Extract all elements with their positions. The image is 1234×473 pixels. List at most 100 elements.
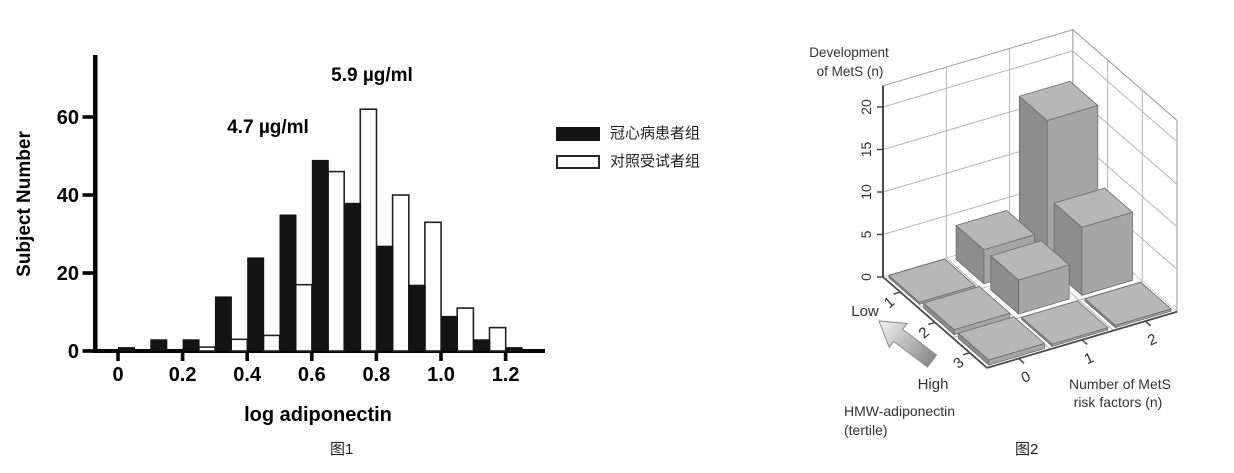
x-tick-label: 0.6 — [298, 364, 326, 386]
x-tick-label: 1.2 — [492, 364, 520, 386]
tertile-axis-title-line2: (tertile) — [844, 422, 888, 438]
hist-bar-black — [118, 347, 135, 351]
y-tick-label: 0 — [68, 341, 79, 363]
legend-swatch-black — [556, 126, 600, 141]
hist-bar-white — [198, 346, 216, 352]
hist-bar-black — [279, 214, 297, 351]
x-tick-label: 0.2 — [169, 364, 197, 386]
hist-bar-black — [505, 347, 523, 351]
bar-face-top — [989, 240, 1071, 281]
grid-line — [1072, 50, 1178, 143]
risk-tick-mark — [1081, 339, 1088, 346]
bar3d-tertile3-risk2 — [1084, 281, 1172, 329]
bar3d-tertile2-risk1 — [989, 240, 1071, 315]
legend-label-chd-group: 冠心病患者组 — [610, 125, 701, 142]
legend-swatch-white — [556, 154, 600, 169]
bar-face-top — [922, 286, 1011, 331]
low-high-arrow-icon — [878, 320, 938, 368]
hist-bar-white — [294, 283, 313, 352]
risk-axis-title-line1: Number of MetS — [1069, 376, 1171, 392]
hist-bar-white — [327, 170, 346, 352]
annotation-median-1: 4.7 µg/ml — [227, 117, 309, 138]
x-tick-mark — [245, 353, 249, 361]
hist-bar-white — [391, 194, 410, 352]
hist-bar-black — [214, 296, 232, 351]
chart2-panel: 0 5 10 15 20 1 2 3 0 1 2 Development of MetS (n) Low H… — [780, 0, 1234, 473]
bar-face-top — [1020, 300, 1109, 345]
z-tick-label: 0 — [858, 273, 874, 281]
hist-bar-white — [262, 334, 281, 352]
legend-label-control-group: 对照受试者组 — [610, 153, 701, 170]
risk-tick-mark — [1144, 320, 1152, 327]
tertile-tick-mark — [962, 352, 970, 356]
z-tick-label: 20 — [858, 99, 874, 115]
y-tick-label: 20 — [57, 263, 79, 285]
bar3d-tertile3-risk0 — [957, 316, 1046, 366]
x-tick-mark — [116, 353, 120, 361]
hist-bar-black — [376, 245, 394, 351]
hist-bar-white — [359, 108, 378, 352]
hist-bar-black — [408, 284, 426, 351]
histogram-chart: 0 20 40 60 0 0.2 0.4 0.6 0.8 1.0 1.2 4.7 µg/ml 5.9 µ… — [14, 55, 545, 426]
axes-edges — [877, 85, 1178, 369]
x-tick-label: 0.8 — [362, 364, 390, 386]
tertile-high-label: High — [918, 376, 949, 393]
y-tick-label: 60 — [57, 107, 79, 129]
tertile-tick-label: 3 — [950, 354, 967, 372]
tertile-tick-label: 1 — [881, 294, 898, 312]
annotation-median-2: 5.9 µg/ml — [331, 65, 413, 86]
hist-bar-white — [424, 221, 442, 352]
tertile-tick-label: 2 — [915, 324, 932, 342]
hist-bar-black — [150, 339, 168, 351]
y-axis-line — [93, 55, 98, 353]
histogram-bars-control — [198, 108, 507, 352]
x-axis-title: log adiponectin — [244, 404, 392, 426]
x-tick-mark — [503, 353, 508, 361]
hist-bar-black — [344, 202, 362, 351]
tertile-low-label: Low — [851, 303, 879, 320]
risk-tick-label: 0 — [1018, 368, 1033, 387]
z-tick-label: 5 — [858, 230, 874, 238]
x-tick-label: 1.0 — [427, 364, 455, 386]
risk-tick-label: 1 — [1082, 349, 1097, 368]
x-tick-mark — [310, 353, 314, 361]
chart2-caption: 图2 — [1015, 441, 1039, 458]
chart1-caption: 图1 — [330, 441, 354, 458]
histogram-bars-chd — [118, 159, 523, 351]
hist-bar-black — [247, 257, 265, 351]
bar-face-top — [1053, 187, 1134, 228]
bar-face-top — [888, 258, 976, 303]
tertile-tick-mark — [893, 291, 901, 295]
grid-line — [882, 50, 1074, 108]
y-tick-mark — [82, 115, 93, 119]
x-tick-mark — [374, 353, 379, 361]
legend-item-control-group: 对照受试者组 — [556, 154, 700, 169]
y-tick-mark — [82, 271, 93, 275]
y-tick-label: 40 — [57, 185, 79, 207]
hist-bar-white — [488, 326, 507, 352]
z-tick-label: 15 — [858, 142, 874, 158]
risk-axis-title-line2: risk factors (n) — [1074, 394, 1163, 410]
z-axis-title-line1: Development — [809, 45, 889, 60]
hist-bar-white — [456, 307, 475, 352]
z-axis-title-line2: of MetS (n) — [817, 64, 884, 79]
y-axis-title: Subject Number — [14, 131, 35, 277]
bar3d-tertile2-risk0 — [922, 286, 1011, 336]
tertile-axis-title-line1: HMW-adiponectin — [844, 403, 955, 419]
x-tick-label: 0 — [112, 364, 123, 386]
hist-bar-white — [230, 338, 249, 352]
hist-bar-black — [182, 339, 200, 351]
bar3d-tertile3-risk1 — [1020, 300, 1109, 348]
hist-bar-black — [473, 339, 491, 351]
bar-face-top — [1018, 80, 1099, 121]
risk-tick-mark — [1018, 357, 1025, 364]
x-tick-mark — [439, 353, 443, 361]
y-tick-mark — [82, 349, 93, 353]
hist-bar-black — [441, 315, 458, 351]
tertile-tick-mark — [928, 321, 936, 326]
y-tick-mark — [82, 193, 93, 197]
bar-face-top — [1084, 281, 1172, 326]
z-tick-label: 10 — [858, 184, 874, 200]
risk-tick-label: 2 — [1145, 331, 1160, 350]
